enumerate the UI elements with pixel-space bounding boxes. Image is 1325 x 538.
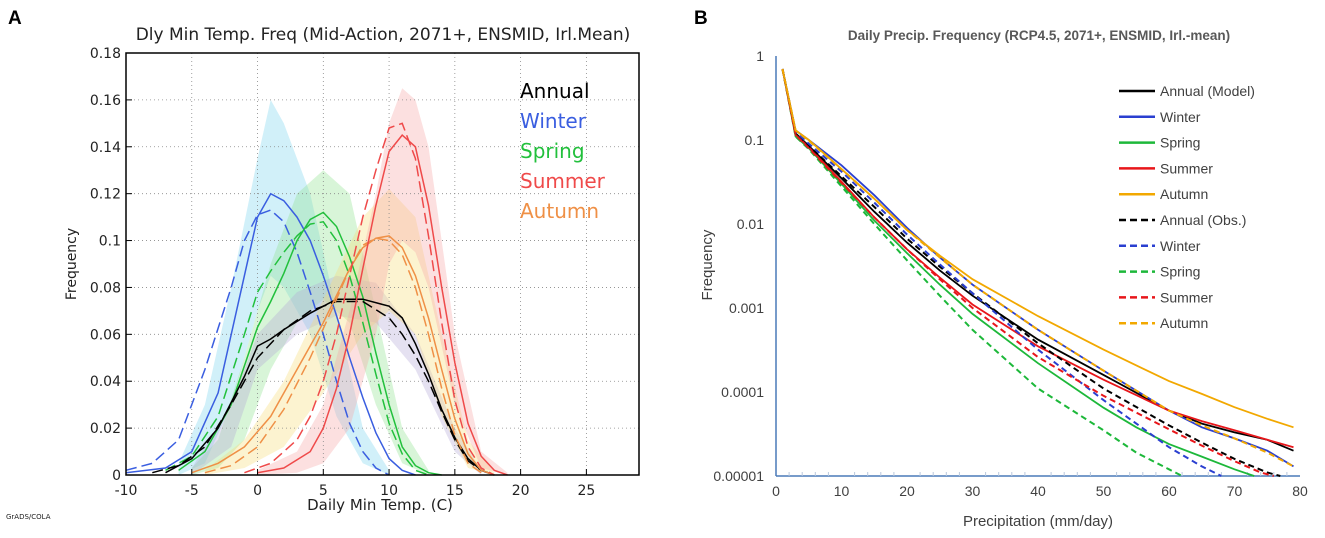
chart-a-ticks: -10 -5 0 5 10 15 20 25 0 0.02 0.04 0.06 0.08 0.1 0.12 0… — [90, 46, 595, 499]
y-tick-label: 0.0001 — [721, 384, 764, 400]
y-tick-label: 0.14 — [90, 140, 121, 156]
x-tick-label: 0 — [253, 483, 262, 499]
grads-credit: GrADS/COLA — [6, 513, 51, 521]
chart-b-axes: 0 10 20 30 40 50 60 70 80 0.00001 0.0001 0.001 0.01 0… — [713, 48, 1308, 499]
y-tick-label: 0.1 — [99, 234, 121, 250]
y-tick-label: 0.001 — [729, 300, 764, 316]
y-tick-label: 0.16 — [90, 93, 121, 109]
chart-a-lines — [125, 122, 508, 476]
legend-label-winter: Winter — [1160, 109, 1201, 125]
y-tick-label: 1 — [756, 48, 764, 64]
y-tick-label: 0.1 — [745, 132, 765, 148]
panel-b-label: B — [694, 8, 708, 29]
band-summer — [257, 88, 508, 475]
x-tick-label: 20 — [512, 483, 530, 499]
series-autumn-dashed — [781, 68, 1294, 468]
legend-label-autumn: Autumn — [1160, 315, 1208, 331]
x-tick-label: 50 — [1096, 483, 1112, 499]
series-annual-solid — [165, 298, 495, 476]
x-tick-label: 70 — [1227, 483, 1243, 499]
legend-label-autumn: Autumn — [1160, 186, 1208, 202]
panel-a-label: A — [8, 8, 22, 29]
x-tick-label: 80 — [1292, 483, 1308, 499]
x-tick-label: 10 — [380, 483, 398, 499]
legend-label-spring: Spring — [1160, 264, 1200, 280]
series-autumn-dashed — [204, 237, 482, 474]
chart-b-title: Daily Precip. Frequency (RCP4.5, 2071+, … — [848, 28, 1230, 43]
legend-label-spring: Spring — [1160, 135, 1200, 151]
chart-b-ylabel: Frequency — [699, 229, 716, 300]
series-spring-solid — [178, 211, 442, 476]
band-spring — [191, 170, 429, 475]
series-spring-dashed — [165, 220, 429, 476]
series-annual-obs-dashed — [781, 68, 1281, 477]
x-tick-label: 30 — [965, 483, 981, 499]
x-tick-label: 5 — [319, 483, 328, 499]
legend-a-winter: Winter — [520, 109, 587, 133]
y-tick-label: 0.12 — [90, 187, 121, 203]
y-tick-label: 0.06 — [90, 327, 121, 343]
series-spring-dashed — [781, 68, 1183, 477]
chart-a-legend: Annual Winter Spring Summer Autumn — [520, 79, 606, 223]
legend-label-annual-obs: Annual (Obs.) — [1160, 212, 1246, 228]
y-tick-label: 0.08 — [90, 280, 121, 296]
y-tick-label: 0.04 — [90, 374, 121, 390]
legend-label-winter: Winter — [1160, 238, 1201, 254]
chart-b-legend: Annual (Model) Winter Spring Summer Autumn An… — [1119, 83, 1255, 331]
legend-label-summer: Summer — [1160, 289, 1213, 305]
series-autumn-solid — [191, 235, 495, 476]
series-winter-dashed — [781, 68, 1222, 477]
y-tick-label: 0.02 — [90, 421, 121, 437]
series-winter-dashed — [125, 209, 390, 476]
x-tick-label: -5 — [185, 483, 199, 499]
series-winter-solid — [781, 68, 1294, 468]
y-tick-label: 0.00001 — [713, 468, 764, 484]
chart-a-xlabel: Daily Min Temp. (C) — [307, 496, 453, 514]
series-summer-dashed — [781, 68, 1275, 477]
x-tick-label: 15 — [446, 483, 464, 499]
series-annual-model-solid — [781, 68, 1294, 452]
x-tick-label: 60 — [1161, 483, 1177, 499]
chart-b: Daily Precip. Frequency (RCP4.5, 2071+, … — [699, 28, 1308, 530]
x-tick-label: 10 — [834, 483, 850, 499]
x-tick-label: 0 — [772, 483, 780, 499]
chart-a-title: Dly Min Temp. Freq (Mid-Action, 2071+, E… — [136, 25, 631, 45]
x-tick-label: -10 — [115, 483, 138, 499]
series-autumn-solid — [781, 68, 1294, 429]
chart-b-lines — [781, 68, 1294, 477]
series-summer-dashed — [244, 122, 495, 476]
chart-b-xlabel: Precipitation (mm/day) — [963, 513, 1113, 530]
chart-a: Dly Min Temp. Freq (Mid-Action, 2071+, E… — [6, 25, 640, 521]
legend-label-annual-model: Annual (Model) — [1160, 83, 1255, 99]
legend-a-summer: Summer — [520, 169, 606, 193]
chart-a-ylabel: Frequency — [64, 228, 80, 300]
legend-a-autumn: Autumn — [520, 199, 599, 223]
x-tick-label: 40 — [1030, 483, 1046, 499]
chart-a-frame — [125, 52, 640, 476]
legend-label-summer: Summer — [1160, 160, 1213, 176]
series-summer-solid — [257, 134, 508, 476]
y-tick-label: 0.18 — [90, 46, 121, 62]
y-tick-label: 0.01 — [737, 216, 764, 232]
legend-a-annual: Annual — [520, 79, 590, 103]
x-tick-label: 20 — [899, 483, 915, 499]
legend-a-spring: Spring — [520, 139, 585, 163]
series-summer-solid — [781, 68, 1294, 449]
x-tick-label: 25 — [577, 483, 595, 499]
y-tick-label: 0 — [112, 468, 121, 484]
series-annual-dashed — [152, 300, 495, 476]
